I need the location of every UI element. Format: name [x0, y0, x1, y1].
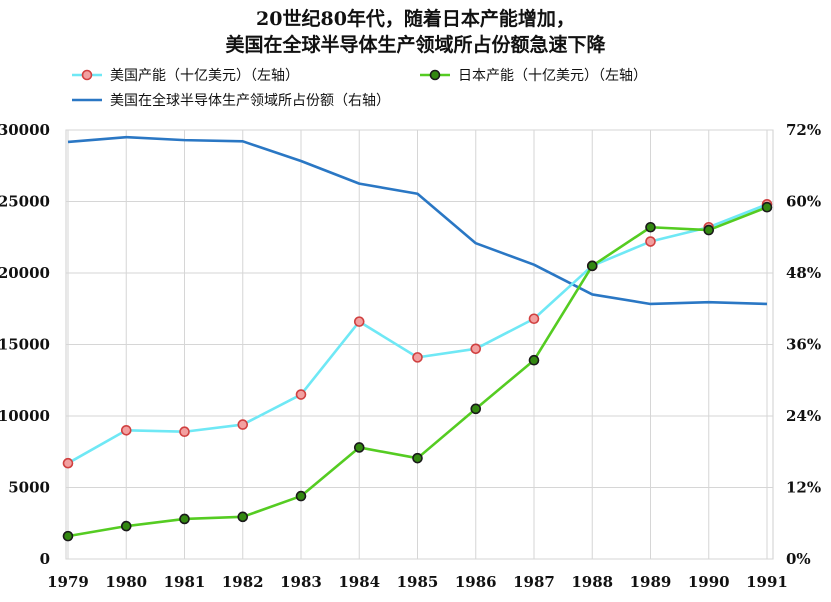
series-point-0: [645, 236, 656, 247]
right-axis-tick-label: 24%: [786, 407, 821, 425]
left-axis-tick-label: 0: [40, 550, 50, 568]
legend-label: 美国产能（十亿美元）（左轴）: [110, 68, 299, 84]
left-axis-tick-label: 5000: [8, 479, 50, 497]
x-axis-tick-label: 1986: [455, 573, 497, 591]
x-axis-tick-label: 1980: [105, 573, 147, 591]
x-axis-tick-label: 1991: [746, 573, 788, 591]
series-point-1: [353, 442, 365, 453]
chart-title-line1: 20世纪80年代，随着日本产能增加，: [256, 8, 575, 30]
right-axis-tick-label: 0%: [786, 550, 811, 568]
series-point-0: [62, 457, 74, 469]
series-lines: [62, 135, 773, 542]
series-point-0: [237, 419, 249, 430]
left-axis-tick-label: 15000: [0, 336, 50, 354]
left-axis-tick-label: 30000: [0, 121, 50, 139]
series-point-1: [470, 403, 482, 415]
series-point-1: [703, 224, 715, 236]
legend-swatch-marker: [429, 69, 441, 81]
right-axis-tick-label: 36%: [786, 336, 821, 354]
series-point-0: [179, 426, 190, 438]
x-axis-tick-label: 1981: [164, 573, 206, 591]
x-axis-tick-label: 1985: [397, 573, 439, 591]
series-point-0: [412, 352, 423, 363]
series-point-1: [179, 513, 190, 525]
grid-lines: [65, 129, 774, 560]
series-point-0: [528, 313, 540, 325]
axes: 0 5000 10000 15000 20000 25000 30000 0% 12% 24% 36…: [0, 121, 821, 591]
legend-label: 美国在全球半导体生产领域所占份额（右轴）: [110, 92, 390, 109]
x-axis-tick-label: 1983: [280, 573, 322, 591]
x-axis-tick-label: 1984: [338, 573, 380, 591]
series-point-1: [120, 520, 132, 532]
left-axis-tick-label: 25000: [0, 193, 50, 211]
x-axis-tick-label: 1979: [47, 573, 89, 591]
series-point-1: [528, 354, 540, 366]
legend: 美国产能（十亿美元）（左轴） 日本产能（十亿美元）（左轴） 美国在全球半导体生产领域…: [72, 68, 647, 109]
series-point-1: [295, 490, 307, 502]
series-point-1: [237, 511, 249, 523]
series-point-0: [470, 343, 482, 355]
series-point-1: [761, 201, 773, 213]
series-point-1: [586, 260, 598, 272]
chart-title-line2: 美国在全球半导体生产领域所占份额急速下降: [225, 34, 606, 56]
left-axis-tick-label: 20000: [0, 264, 50, 282]
x-axis-tick-label: 1988: [571, 573, 613, 591]
series-point-1: [62, 530, 74, 542]
right-axis-tick-label: 12%: [786, 479, 821, 497]
series-point-1: [645, 221, 656, 233]
x-axis-tick-label: 1982: [222, 573, 264, 591]
right-axis-tick-label: 48%: [786, 264, 821, 282]
right-axis-tick-label: 60%: [786, 193, 821, 211]
x-axis-tick-label: 1989: [630, 573, 672, 591]
x-axis-tick-label: 1987: [513, 573, 555, 591]
legend-swatch-marker: [81, 69, 93, 81]
series-point-0: [120, 424, 132, 436]
series-point-1: [412, 452, 423, 464]
x-axis-tick-label: 1990: [688, 573, 730, 591]
series-line-2: [67, 135, 768, 306]
left-axis-tick-label: 10000: [0, 407, 50, 425]
series-point-0: [353, 316, 365, 327]
legend-label: 日本产能（十亿美元）（左轴）: [458, 68, 647, 84]
series-point-0: [295, 389, 307, 400]
right-axis-tick-label: 72%: [786, 121, 821, 139]
